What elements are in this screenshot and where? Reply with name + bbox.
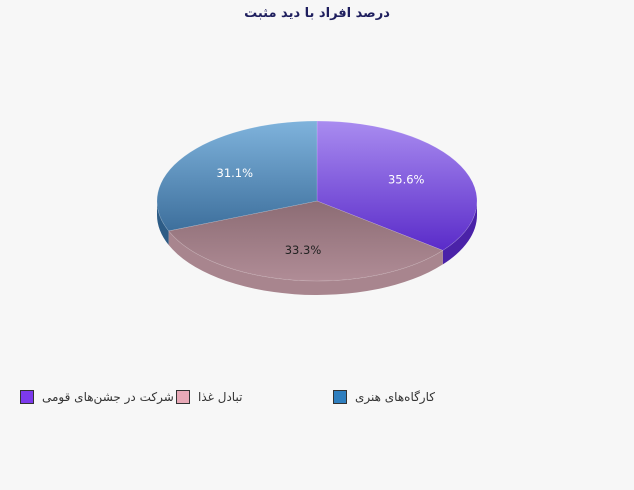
pie-slice-ethnic-celebrations-side bbox=[442, 201, 477, 265]
legend-swatch bbox=[333, 390, 347, 404]
chart-title: درصد افراد با دید مثبت bbox=[244, 6, 390, 21]
pie-slice-ethnic-celebrations[interactable] bbox=[316, 120, 478, 251]
legend-item-ethnic-celebrations[interactable]: شرکت در جشن‌های قومی bbox=[20, 388, 174, 406]
slice-value-label: 33.3% bbox=[285, 243, 322, 257]
legend-swatch bbox=[176, 390, 190, 404]
pie-slice-food-exchange[interactable] bbox=[168, 200, 444, 282]
legend-swatch bbox=[20, 390, 34, 404]
legend-label: شرکت در جشن‌های قومی bbox=[42, 390, 174, 404]
legend-item-food-exchange[interactable]: تبادل غذا bbox=[176, 388, 242, 406]
slice-value-label: 35.6% bbox=[388, 172, 425, 186]
legend-label: کارگاه‌های هنری bbox=[355, 390, 435, 404]
slice-value-label: 31.1% bbox=[217, 166, 254, 180]
legend-label: تبادل غذا bbox=[198, 390, 243, 404]
legend-item-art-workshops[interactable]: کارگاه‌های هنری bbox=[333, 388, 435, 406]
pie-slice-art-workshops-side bbox=[157, 201, 169, 245]
pie-slice-art-workshops[interactable] bbox=[156, 120, 318, 232]
pie-slice-food-exchange-side bbox=[168, 230, 443, 295]
